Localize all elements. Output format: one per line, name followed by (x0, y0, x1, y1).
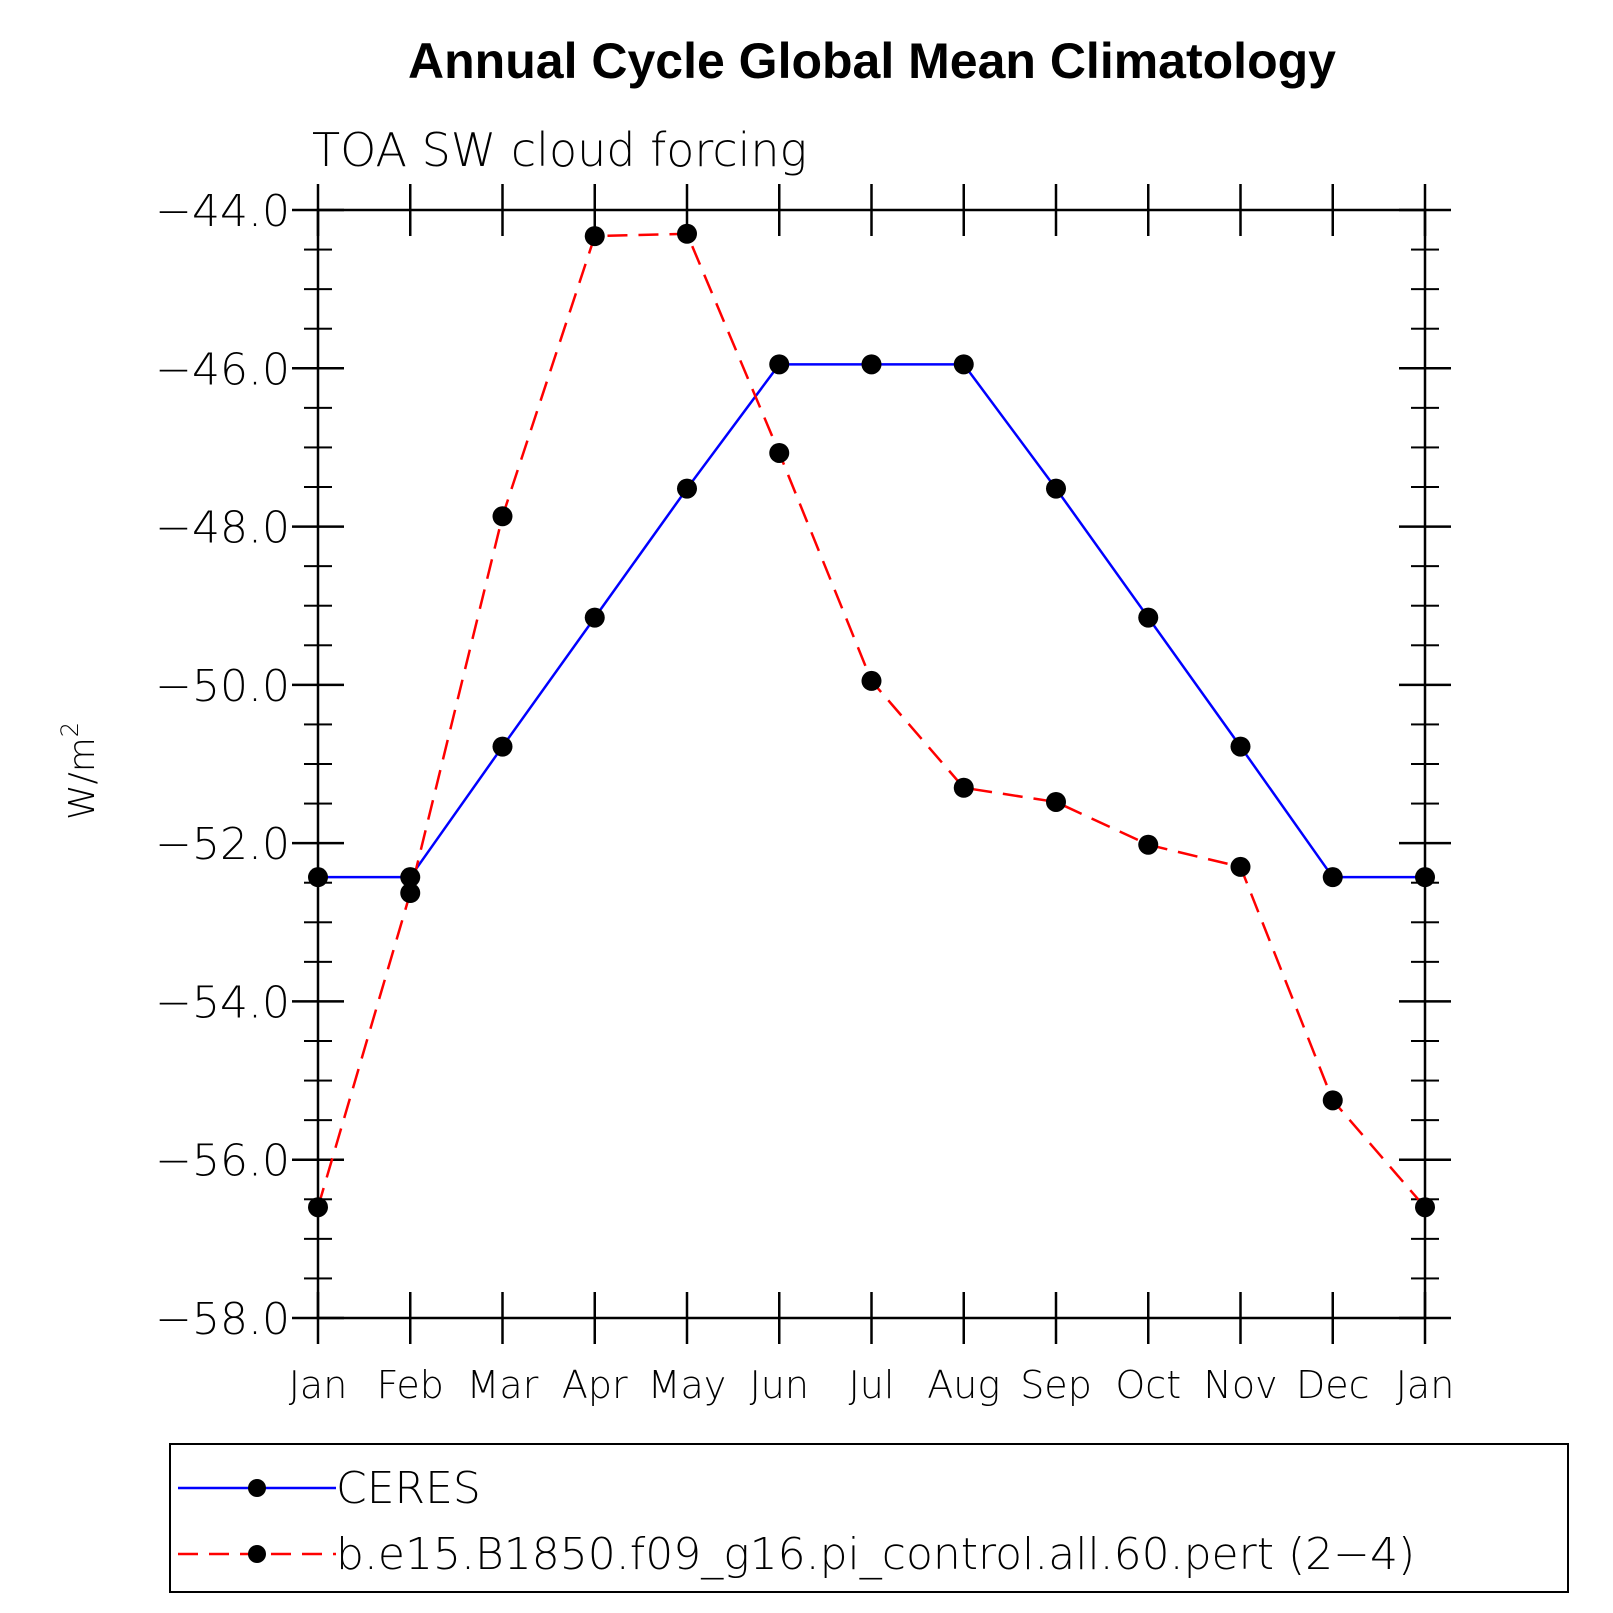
chart-subtitle: TOA SW cloud forcing (312, 123, 807, 177)
x-tick-label: Nov (1203, 1363, 1277, 1407)
x-tick-label: Mar (467, 1363, 539, 1407)
chart-title: Annual Cycle Global Mean Climatology (408, 33, 1336, 89)
svg-text:W/m2: W/m2 (56, 722, 103, 820)
series-0-point (1415, 867, 1435, 888)
series-0-point (953, 354, 974, 375)
series-0-point (308, 867, 328, 888)
series-line-0 (318, 363, 1425, 879)
series-0-point (400, 867, 421, 888)
x-tick-label: Jul (849, 1363, 895, 1407)
x-tick-label: Dec (1296, 1363, 1370, 1407)
series-0-point (861, 354, 882, 375)
legend-box (169, 1443, 1569, 1593)
y-tick-label: −44.0 (155, 186, 290, 237)
x-tick-label: Apr (562, 1363, 628, 1407)
legend-label-ceres: CERES (336, 1463, 481, 1514)
axes: −44.0 −46.0 −48.0 −50.0 −52.0 −54.0 −56.0 −58.0… (155, 184, 1454, 1407)
y-axis-label-base: W/m (62, 737, 103, 820)
series-1-point (1230, 856, 1251, 877)
series-1-point (677, 223, 697, 244)
series-1-point (400, 883, 421, 904)
series-layer (308, 223, 1435, 1218)
y-tick-label: −58.0 (155, 1294, 290, 1345)
x-tick-label: Jan (289, 1363, 348, 1407)
y-tick-label: −54.0 (155, 977, 290, 1028)
x-tick-label: Feb (377, 1363, 444, 1407)
y-tick-label: −50.0 (155, 661, 290, 712)
series-1-point (584, 226, 605, 247)
y-tick-label: −52.0 (155, 819, 290, 870)
y-tick-label: −48.0 (155, 503, 290, 554)
y-tick-label: −46.0 (155, 344, 290, 395)
series-0-point (1322, 867, 1343, 888)
x-tick-label: Jan (1396, 1363, 1455, 1407)
series-0-point (584, 607, 605, 628)
series-1-point (1415, 1197, 1435, 1218)
series-0-point (492, 736, 513, 757)
x-tick-label: Sep (1020, 1363, 1092, 1407)
series-1-point (1138, 834, 1159, 855)
series-0-point (1138, 607, 1159, 628)
series-0-point (1046, 478, 1066, 499)
series-1-point (492, 506, 513, 527)
series-1-point (1046, 791, 1066, 812)
series-1-point (308, 1197, 328, 1218)
y-axis-label-superscript: 2 (56, 722, 84, 737)
series-1-point (1322, 1090, 1343, 1111)
y-axis-label: W/m2 (56, 722, 103, 820)
legend-label-model: b.e15.B1850.f09_g16.pi_control.all.60.pe… (336, 1529, 1415, 1580)
series-1-point (861, 670, 882, 691)
series-1-point (953, 777, 974, 798)
x-tick-label: Jun (750, 1363, 809, 1407)
series-1-point (769, 442, 790, 463)
legend: CERES b.e15.B1850.f09_g16.pi_control.all… (169, 1443, 1569, 1593)
series-0-point (769, 354, 790, 375)
y-tick-label: −56.0 (155, 1136, 290, 1187)
series-0-point (677, 478, 697, 499)
legend-marker-ceres (248, 1479, 266, 1497)
series-line-1 (316, 232, 1426, 1209)
series-0-point (1230, 736, 1251, 757)
plot-frame (316, 208, 1427, 1320)
legend-marker-model (248, 1545, 266, 1563)
x-tick-label: Aug (927, 1363, 1000, 1407)
x-tick-label: May (648, 1363, 727, 1407)
x-tick-label: Oct (1115, 1363, 1181, 1407)
